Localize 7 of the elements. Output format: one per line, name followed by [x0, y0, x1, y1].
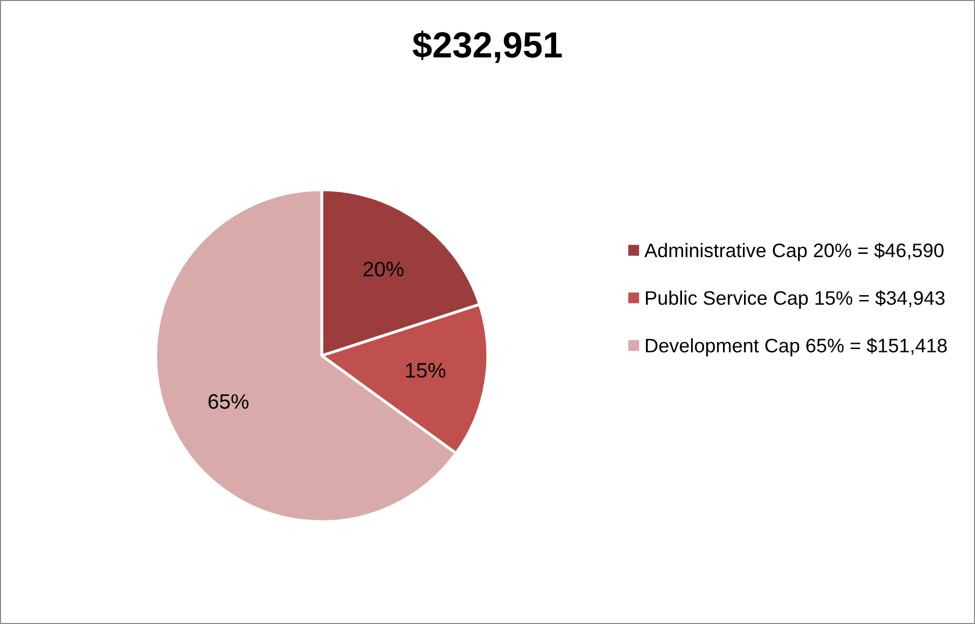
legend-label: Public Service Cap 15% = $34,943: [646, 290, 945, 309]
data-label: 15%: [406, 363, 446, 378]
legend-label: Administrative Cap 20% = $46,590: [644, 242, 944, 262]
chart-title: $232,951: [412, 30, 562, 63]
legend-label: Development Cap 65% = $151,418: [646, 338, 947, 356]
data-label: 20%: [364, 262, 404, 276]
data-label: 65%: [208, 394, 248, 409]
